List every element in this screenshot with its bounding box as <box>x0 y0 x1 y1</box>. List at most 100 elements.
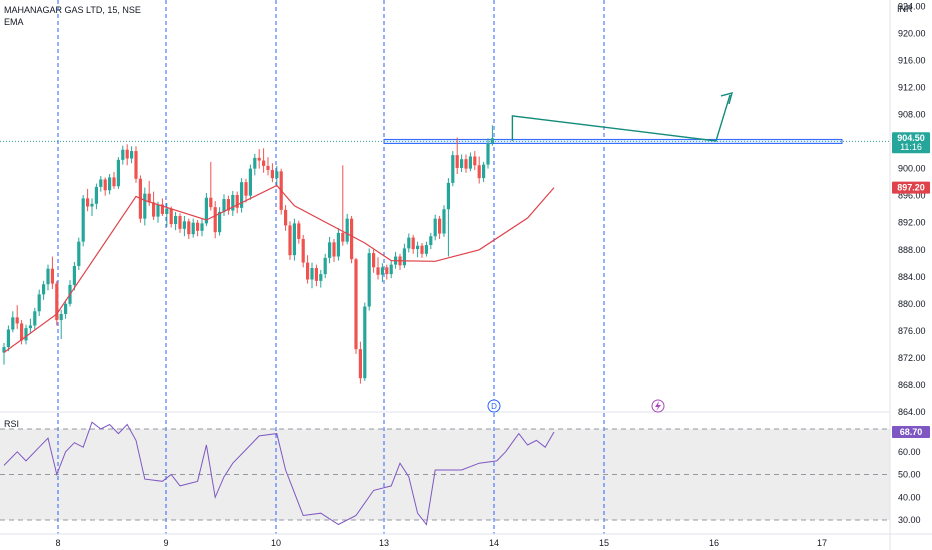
candle[interactable] <box>112 172 116 189</box>
candle[interactable] <box>477 156 481 184</box>
candle[interactable] <box>376 257 380 280</box>
candle[interactable] <box>301 234 305 268</box>
candle[interactable] <box>429 232 433 250</box>
candle[interactable] <box>11 311 15 333</box>
candle[interactable] <box>460 154 464 173</box>
candle[interactable] <box>341 165 345 246</box>
candle[interactable] <box>50 256 54 289</box>
candle[interactable] <box>59 309 63 339</box>
candle[interactable] <box>262 148 266 173</box>
candle[interactable] <box>6 325 10 352</box>
candle[interactable] <box>218 207 222 236</box>
candle[interactable] <box>446 178 450 257</box>
candle[interactable] <box>160 198 164 216</box>
candle[interactable] <box>416 241 420 258</box>
candle[interactable] <box>266 157 270 176</box>
projection-path[interactable] <box>511 94 731 142</box>
candle[interactable] <box>486 138 490 169</box>
candle[interactable] <box>257 149 261 169</box>
candle[interactable] <box>174 211 178 231</box>
candle[interactable] <box>398 253 402 271</box>
candle[interactable] <box>455 137 459 175</box>
candle[interactable] <box>108 174 112 195</box>
candle[interactable] <box>116 157 120 189</box>
candle[interactable] <box>125 144 129 166</box>
candle[interactable] <box>46 264 50 291</box>
candle[interactable] <box>37 289 41 317</box>
candle[interactable] <box>407 233 411 253</box>
candle[interactable] <box>270 163 274 183</box>
candle[interactable] <box>231 190 235 216</box>
candle[interactable] <box>24 324 28 345</box>
candle[interactable] <box>424 241 428 257</box>
candle[interactable] <box>385 264 389 280</box>
candle[interactable] <box>473 151 477 170</box>
candle[interactable] <box>178 213 182 233</box>
candle[interactable] <box>134 146 138 183</box>
candle[interactable] <box>372 249 376 273</box>
candle[interactable] <box>345 213 349 245</box>
candle[interactable] <box>196 220 200 237</box>
candle[interactable] <box>367 248 371 311</box>
candle[interactable] <box>130 146 134 164</box>
candle[interactable] <box>402 243 406 269</box>
candle[interactable] <box>200 217 204 237</box>
candle[interactable] <box>468 152 472 172</box>
candle[interactable] <box>314 264 318 287</box>
candle[interactable] <box>420 243 424 258</box>
candle[interactable] <box>358 341 362 384</box>
candle[interactable] <box>42 280 46 300</box>
candle[interactable] <box>297 220 301 244</box>
candle[interactable] <box>55 280 59 326</box>
candle[interactable] <box>64 299 68 319</box>
candle[interactable] <box>2 343 6 365</box>
candle[interactable] <box>319 270 323 288</box>
candle[interactable] <box>191 218 195 238</box>
candle[interactable] <box>451 151 455 187</box>
candle[interactable] <box>354 257 358 354</box>
candle[interactable] <box>121 145 125 165</box>
candle[interactable] <box>143 187 147 226</box>
candle[interactable] <box>226 195 230 215</box>
ema-value-badge[interactable] <box>892 181 930 194</box>
candle[interactable] <box>235 191 239 214</box>
candle[interactable] <box>244 178 248 203</box>
candle[interactable] <box>310 262 314 289</box>
candle[interactable] <box>169 206 173 228</box>
candle[interactable] <box>15 305 19 329</box>
candle[interactable] <box>103 177 107 196</box>
candle[interactable] <box>275 165 279 187</box>
ema-legend[interactable]: EMA <box>4 17 24 27</box>
candle[interactable] <box>292 218 296 261</box>
candle[interactable] <box>328 236 332 264</box>
candle[interactable] <box>152 191 156 221</box>
rsi-line[interactable] <box>3 421 555 526</box>
last-price-badge[interactable] <box>892 132 930 154</box>
candle[interactable] <box>240 178 244 213</box>
candle[interactable] <box>72 261 76 291</box>
candle[interactable] <box>81 195 85 247</box>
candle[interactable] <box>222 194 226 216</box>
candle[interactable] <box>90 198 94 216</box>
candle[interactable] <box>332 238 336 262</box>
candle[interactable] <box>156 201 160 223</box>
candle[interactable] <box>306 255 310 284</box>
candle[interactable] <box>288 221 292 260</box>
candle[interactable] <box>248 164 252 200</box>
dividend-marker[interactable] <box>487 399 501 413</box>
candle[interactable] <box>187 218 191 239</box>
candle[interactable] <box>28 318 32 333</box>
candle[interactable] <box>442 205 446 237</box>
candle[interactable] <box>86 188 90 212</box>
candle[interactable] <box>209 161 213 211</box>
candle[interactable] <box>363 302 367 381</box>
candle[interactable] <box>336 228 340 261</box>
candle[interactable] <box>94 183 98 210</box>
candle[interactable] <box>411 234 415 254</box>
candle[interactable] <box>438 215 442 239</box>
rsi-legend[interactable]: RSI <box>4 419 20 429</box>
candle[interactable] <box>77 237 81 271</box>
candle[interactable] <box>213 201 217 239</box>
candle[interactable] <box>350 215 354 264</box>
